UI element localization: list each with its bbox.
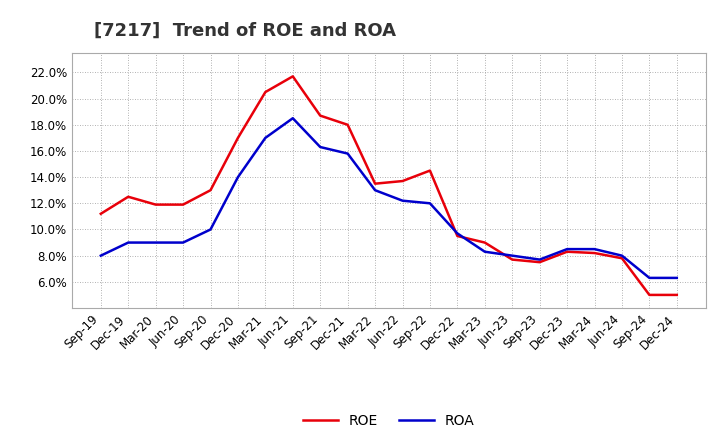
Text: [7217]  Trend of ROE and ROA: [7217] Trend of ROE and ROA [94,22,395,40]
ROA [398,198,407,203]
ROA [590,246,599,252]
ROE [124,194,132,199]
ROA [618,253,626,258]
ROE [233,135,242,140]
ROE [371,181,379,186]
ROE [618,256,626,261]
ROA [316,144,325,150]
ROE [590,250,599,256]
ROE [426,168,434,173]
ROA [261,135,270,140]
ROE [508,257,516,262]
ROE [343,122,352,128]
Line: ROE: ROE [101,77,677,295]
ROA [371,187,379,193]
ROE [398,178,407,183]
ROE [179,202,187,207]
ROE [453,233,462,238]
ROA [151,240,160,245]
ROE [206,187,215,193]
ROE [261,89,270,95]
ROE [536,260,544,265]
ROE [672,292,681,297]
Legend: ROE, ROA: ROE, ROA [297,409,480,434]
ROA [233,175,242,180]
ROA [206,227,215,232]
ROA [563,246,572,252]
ROE [563,249,572,254]
ROA [508,253,516,258]
ROA [289,116,297,121]
ROE [480,240,489,245]
ROE [289,74,297,79]
ROA [343,151,352,156]
ROA [179,240,187,245]
ROE [316,113,325,118]
ROE [151,202,160,207]
ROA [426,201,434,206]
ROE [645,292,654,297]
ROA [480,249,489,254]
ROA [124,240,132,245]
Line: ROA: ROA [101,118,677,278]
ROA [672,275,681,281]
ROA [645,275,654,281]
ROE [96,211,105,216]
ROA [96,253,105,258]
ROA [453,231,462,236]
ROA [536,257,544,262]
